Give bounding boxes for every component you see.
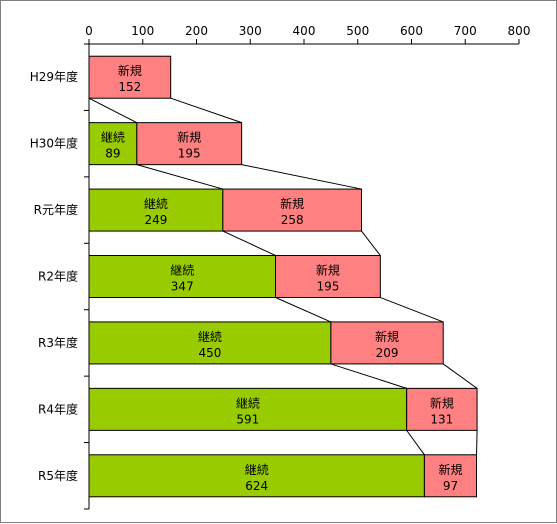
bar-continuing [88,188,224,232]
x-tick-label: 400 [293,24,316,38]
bar-value-label: 131 [430,412,453,426]
bar-series-label: 継続 [198,329,222,344]
bar-new [275,255,381,298]
series-connector-line [275,297,332,323]
bar-new [136,122,243,166]
x-tick-label: 700 [454,24,477,38]
bar-series-label: 新規 [177,130,201,145]
bar-value-label: 97 [443,479,458,493]
category-label: H30年度 [30,136,78,151]
bar-series-label: 新規 [438,462,462,477]
bar-value-label: 249 [144,213,167,227]
series-connector-line [476,430,478,455]
bar-series-label: 継続 [101,130,125,145]
bar-series-label: 新規 [316,263,340,278]
bar-series-label: 新規 [118,63,142,78]
bar-continuing [88,122,138,166]
category-label: R2年度 [38,269,78,284]
category-label: R元年度 [34,202,78,217]
bar-series-label: 継続 [170,263,194,278]
series-connector-line [170,97,242,124]
bar-new [88,55,172,99]
bar-series-label: 新規 [375,329,399,344]
x-tick-label: 200 [185,24,208,38]
bar-new [406,387,478,431]
category-label: R3年度 [38,335,78,350]
series-connector-line [361,230,381,256]
x-tick-label: 500 [346,24,369,38]
bar-value-label: 624 [245,479,268,493]
bar-new [222,188,363,232]
series-connector-line [136,164,223,190]
bar-value-label: 258 [281,213,304,227]
series-connector-line [406,430,425,456]
category-label: R5年度 [38,468,78,483]
bar-series-label: 継続 [245,462,269,477]
series-connector-line [380,297,444,323]
x-tick-label: 600 [400,24,423,38]
bar-series-label: 新規 [430,395,454,410]
series-connector-line [88,97,138,124]
bar-series-label: 継続 [236,395,260,410]
bar-value-label: 347 [171,280,194,294]
category-label: R4年度 [38,401,78,416]
bar-value-label: 450 [198,346,221,360]
bar-new [423,454,478,498]
bar-value-label: 195 [178,147,201,161]
bar-value-label: 195 [316,280,339,294]
x-tick-label: 300 [239,24,262,38]
bar-series-label: 継続 [144,196,168,211]
x-tick-label: 800 [508,24,531,38]
bar-continuing [88,321,332,365]
bar-value-label: 209 [376,346,399,360]
series-connector-line [442,363,478,389]
bar-continuing [88,387,408,431]
bar-new [330,321,444,365]
bar-series-label: 新規 [280,196,304,211]
series-connector-line [222,230,276,256]
series-connector-line [330,363,407,389]
series-connector-line [241,164,362,190]
category-label: H29年度 [30,69,78,84]
bar-continuing [88,255,277,298]
bar-value-label: 152 [118,80,141,94]
bar-value-label: 591 [236,412,259,426]
bar-value-label: 89 [105,147,120,161]
x-tick-label: 100 [131,24,154,38]
x-tick-label: 0 [85,24,93,38]
